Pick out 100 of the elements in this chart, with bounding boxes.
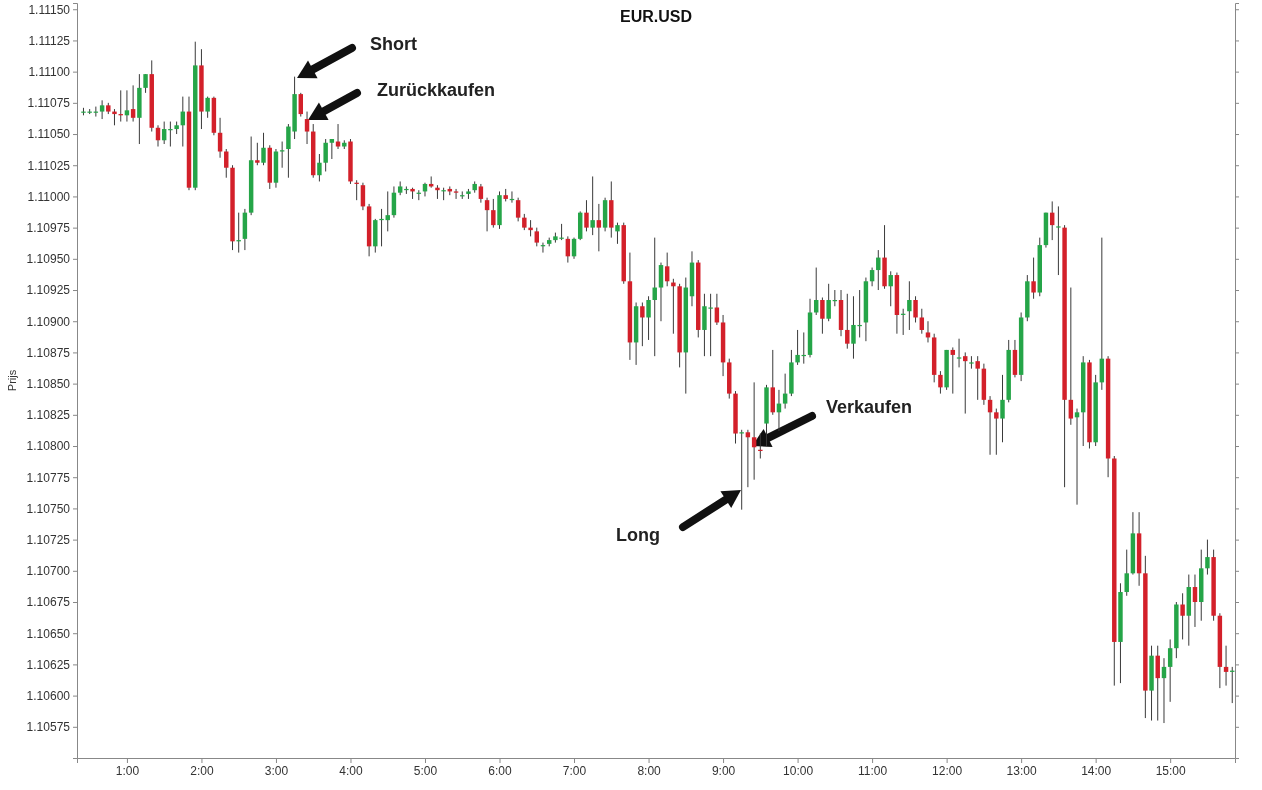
x-tick-label: 9:00 <box>711 763 736 778</box>
candlestick <box>1167 638 1173 703</box>
candlestick <box>143 73 148 94</box>
candlestick <box>584 199 589 232</box>
candlestick <box>124 89 130 123</box>
candlestick <box>714 293 720 326</box>
y-tick-label: 1.10750 <box>26 501 71 516</box>
y-tick-label: 1.11025 <box>27 158 71 173</box>
y-tick-label: 1.10850 <box>26 376 71 391</box>
x-tick-label: 11:00 <box>858 763 888 778</box>
y-tick-label: 1.10650 <box>26 626 71 641</box>
y-tick-label: 1.10800 <box>26 439 71 454</box>
candlestick <box>130 84 136 123</box>
x-tick-label: 12:00 <box>932 763 963 778</box>
candlestick <box>298 92 303 118</box>
candlestick <box>969 355 974 370</box>
candlestick <box>1205 539 1210 576</box>
candlestick <box>782 373 788 410</box>
candlestick <box>596 203 602 252</box>
annotation: Zurückkaufen <box>377 80 496 100</box>
candlestick <box>963 351 968 415</box>
candlestick <box>279 141 285 169</box>
candlestick <box>751 381 757 481</box>
y-tick-label: 1.10575 <box>26 720 71 735</box>
y-tick-label: 1.11000 <box>27 189 71 204</box>
candlestick <box>913 295 918 323</box>
y-axis-title: Prijs <box>6 369 18 392</box>
candlestick <box>1031 257 1036 300</box>
x-tick-label: 10:00 <box>783 763 814 778</box>
candlestick <box>615 222 620 245</box>
candlestick <box>304 111 310 145</box>
candlestick <box>323 138 328 172</box>
candlestick <box>739 429 744 511</box>
y-tick-label: 1.10875 <box>26 345 71 360</box>
y-tick-label: 1.10600 <box>26 688 71 703</box>
candlestick <box>1056 205 1061 276</box>
chart-title: EUR.USD <box>619 8 693 25</box>
candlestick <box>317 153 322 182</box>
candlestick <box>826 283 831 322</box>
x-tick-label: 8:00 <box>637 763 662 778</box>
candlestick <box>491 198 496 229</box>
candlestick <box>1124 549 1129 597</box>
candlestick <box>845 293 850 350</box>
y-tick-label: 1.11125 <box>28 33 71 48</box>
x-tick-label: 2:00 <box>190 763 214 778</box>
candlestick <box>590 175 595 236</box>
candlestick <box>907 280 912 331</box>
y-tick-label: 1.10825 <box>26 408 71 423</box>
y-tick-label: 1.10675 <box>26 595 71 610</box>
y-tick-label: 1.10725 <box>26 532 71 547</box>
candlestick <box>515 197 521 222</box>
candlestick <box>217 117 223 159</box>
x-tick-label: 5:00 <box>413 763 438 778</box>
candlestick <box>1192 574 1198 628</box>
candlestick <box>925 320 931 343</box>
y-tick-label: 1.11100 <box>28 64 71 79</box>
x-tick-label: 4:00 <box>339 763 363 778</box>
candlestick <box>820 297 825 335</box>
candlestick <box>658 262 664 322</box>
candlestick <box>205 96 210 119</box>
candlestick <box>876 249 881 291</box>
candlestick <box>745 429 751 488</box>
candlestick <box>1074 408 1080 506</box>
candlestick <box>795 329 800 366</box>
y-tick-label: 1.10700 <box>26 564 71 579</box>
candlestick <box>385 190 390 232</box>
candlestick <box>484 197 490 232</box>
x-tick-label: 6:00 <box>488 763 513 778</box>
candlestick <box>950 346 956 395</box>
candlestick <box>994 408 999 456</box>
candlestick <box>938 370 943 395</box>
y-tick-label: 1.10925 <box>26 283 71 298</box>
candlestick <box>646 295 651 341</box>
candlestick <box>640 302 645 347</box>
candlestick <box>534 227 539 247</box>
x-tick-label: 7:00 <box>562 763 587 778</box>
y-tick-label: 1.10950 <box>26 252 71 267</box>
annotation: Verkaufen <box>826 397 913 417</box>
x-tick-label: 3:00 <box>264 763 289 778</box>
candlestick <box>335 123 341 150</box>
x-tick-label: 15:00 <box>1155 763 1187 778</box>
x-tick-label: 13:00 <box>1006 763 1037 778</box>
candlestick <box>168 121 173 148</box>
candlestick <box>404 185 409 195</box>
y-tick-label: 1.11075 <box>27 96 71 111</box>
y-tick-label: 1.11050 <box>27 127 71 142</box>
candlestick <box>1068 287 1074 426</box>
candlestick <box>1223 645 1229 687</box>
y-tick-label: 1.10900 <box>26 314 71 329</box>
annotation: Long <box>616 525 660 545</box>
candlestick <box>1155 645 1160 722</box>
candlestick <box>919 308 925 335</box>
y-tick-label: 1.10975 <box>26 220 71 235</box>
y-tick-label: 1.11150 <box>28 2 71 17</box>
candlestick <box>329 138 335 160</box>
y-tick-label: 1.10625 <box>26 657 71 672</box>
candlestick <box>478 183 484 204</box>
candlestick <box>956 338 962 368</box>
x-tick-label: 1:00 <box>115 763 140 778</box>
candlestick <box>975 355 980 401</box>
